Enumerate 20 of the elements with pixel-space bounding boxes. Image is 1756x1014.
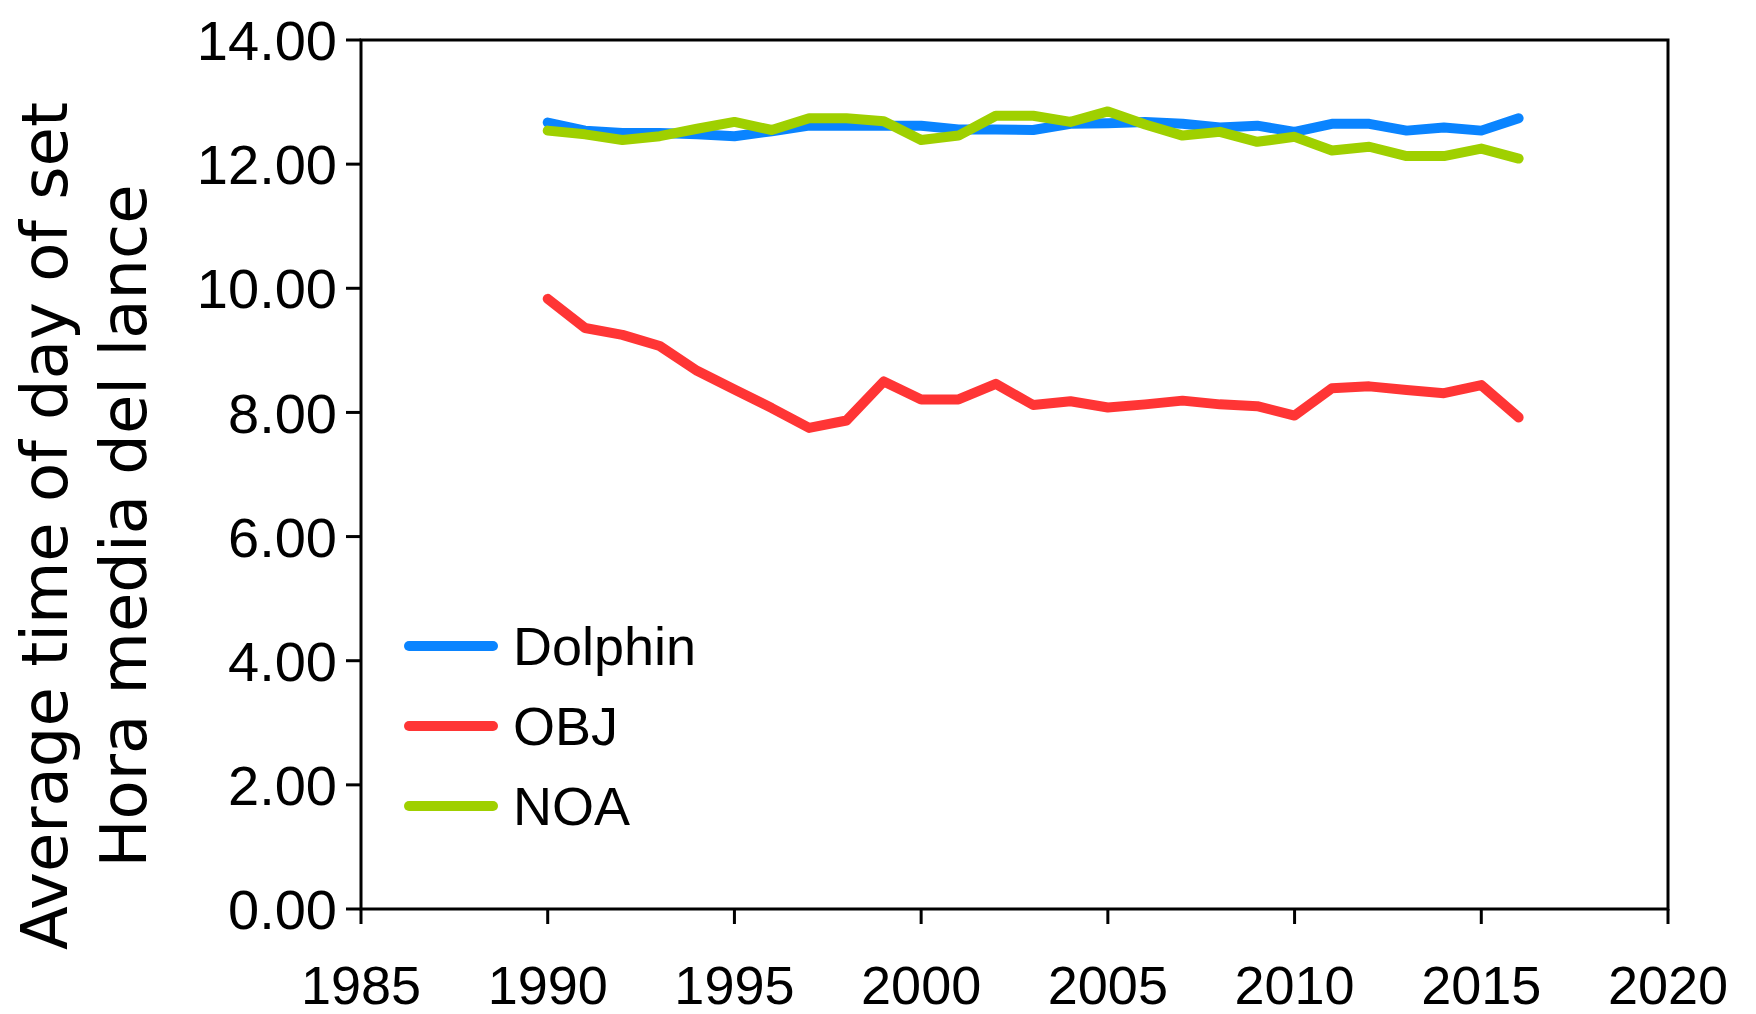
y-tick-label: 4.00	[228, 629, 337, 693]
x-tick-label: 2020	[1607, 955, 1729, 1014]
y-tick-label: 12.00	[196, 133, 337, 197]
x-tick-label: 1985	[300, 955, 422, 1014]
legend-label: OBJ	[513, 696, 619, 757]
x-tick-label: 2000	[861, 955, 982, 1014]
legend-label: NOA	[513, 776, 631, 837]
y-tick-label: 10.00	[196, 257, 337, 321]
x-tick-label: 2015	[1421, 955, 1542, 1014]
x-tick-label: 2010	[1234, 955, 1355, 1014]
y-tick-label: 6.00	[228, 505, 337, 569]
y-axis-title: Average time of day of set Hora media del lance	[8, 101, 161, 951]
y-tick-label: 14.00	[196, 9, 337, 73]
y-tick-label: 8.00	[228, 381, 337, 445]
x-tick-label: 2005	[1047, 955, 1168, 1014]
x-tick-label: 1995	[674, 955, 795, 1014]
x-tick-label: 1990	[487, 955, 608, 1014]
legend-label: Dolphin	[513, 616, 697, 677]
y-tick-label: 2.00	[228, 754, 337, 818]
y-tick-label: 0.00	[228, 878, 337, 942]
